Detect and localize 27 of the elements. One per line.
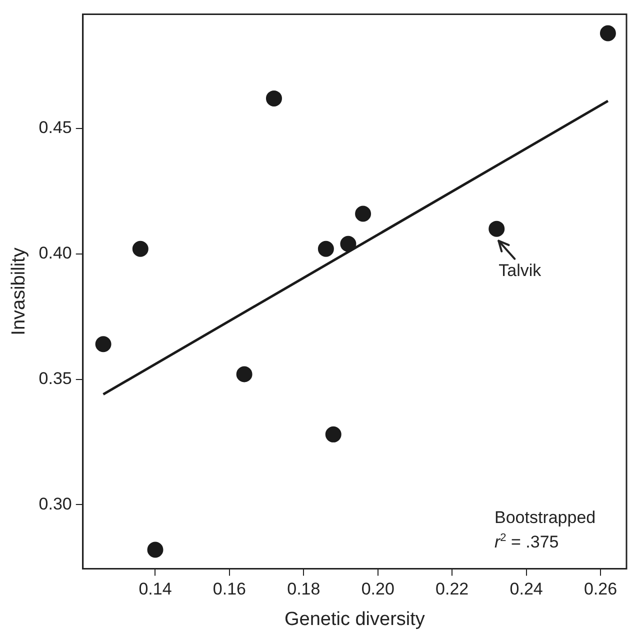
- point: [340, 236, 356, 252]
- point: [95, 336, 112, 352]
- y-tick-label: 0.45: [38, 118, 72, 138]
- point: [488, 220, 505, 237]
- annotation: r$^{2}$ = .375: [494, 532, 559, 552]
- annotation: Talvik: [498, 260, 542, 280]
- point: [266, 90, 282, 106]
- point: [318, 240, 334, 257]
- x-tick-label: 0.24: [510, 580, 543, 599]
- point: [147, 542, 164, 558]
- y-tick-label: 0.40: [38, 244, 72, 263]
- x-tick-label: 0.16: [212, 580, 246, 599]
- y-tick-label: 0.30: [38, 494, 72, 514]
- annotation: Bootstrapped: [494, 508, 596, 527]
- x-tick-label: 0.18: [287, 580, 320, 599]
- x-axis-title: Genetic diversity: [284, 608, 426, 630]
- x-tick-label: 0.20: [361, 580, 394, 599]
- point: [236, 366, 252, 382]
- y-tick-label: 0.35: [38, 368, 72, 388]
- x-tick-label: 0.22: [436, 580, 469, 599]
- point: [325, 426, 342, 442]
- x-tick-label: 0.14: [138, 580, 172, 599]
- y-axis-title: Invasibility: [8, 247, 30, 336]
- point: [355, 206, 372, 222]
- point: [132, 240, 148, 257]
- x-tick-label: 0.26: [584, 580, 618, 599]
- point: [600, 25, 616, 42]
